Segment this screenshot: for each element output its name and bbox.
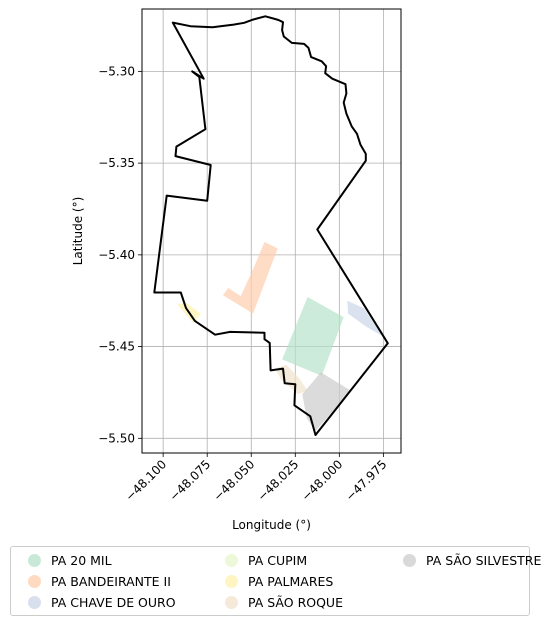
legend-swatch bbox=[225, 575, 238, 588]
area-pa-20-mil bbox=[282, 297, 344, 376]
axes-frame bbox=[141, 8, 402, 454]
area-pa-s-o-silvestre bbox=[302, 372, 351, 431]
x-tick-label: −47.975 bbox=[343, 457, 390, 504]
legend-label: PA SÃO ROQUE bbox=[248, 595, 343, 610]
legend-item: PA PALMARES bbox=[225, 574, 333, 589]
x-tick-label: −48.100 bbox=[123, 457, 170, 504]
area-pa-bandeirante-ii bbox=[223, 242, 278, 314]
x-axis-label: Longitude (°) bbox=[232, 518, 311, 532]
legend-item: PA SÃO ROQUE bbox=[225, 595, 343, 610]
tick-marks bbox=[138, 70, 384, 457]
legend-label: PA CHAVE DE OURO bbox=[51, 595, 176, 610]
legend-item: PA SÃO SILVESTRE bbox=[403, 553, 541, 568]
legend-swatch bbox=[28, 575, 41, 588]
legend-item: PA CUPIM bbox=[225, 553, 307, 568]
legend-swatch bbox=[225, 596, 238, 609]
x-tick-label: −48.050 bbox=[211, 457, 258, 504]
municipality-boundary bbox=[153, 15, 389, 436]
boundary-outline bbox=[153, 15, 389, 436]
x-tick-label: −48.075 bbox=[167, 457, 214, 504]
grid bbox=[142, 9, 401, 453]
area-pa-chave-de-ouro bbox=[347, 300, 382, 336]
legend-label: PA 20 MIL bbox=[51, 553, 112, 568]
map-chart: Longitude (°) Latitude (°) −48.100−48.07… bbox=[71, 8, 402, 532]
legend-item: PA 20 MIL bbox=[28, 553, 112, 568]
legend-swatch bbox=[225, 554, 238, 567]
legend: PA 20 MIL PA BANDEIRANTE II PA CHAVE DE OU… bbox=[10, 546, 541, 616]
y-tick-label: −5.45 bbox=[98, 340, 135, 354]
legend-label: PA SÃO SILVESTRE bbox=[426, 553, 541, 568]
legend-swatch bbox=[28, 554, 41, 567]
legend-label: PA CUPIM bbox=[248, 553, 308, 568]
settlement-areas bbox=[177, 242, 382, 431]
x-tick-label: −48.025 bbox=[255, 457, 302, 504]
legend-item: PA CHAVE DE OURO bbox=[28, 595, 176, 610]
y-tick-label: −5.50 bbox=[98, 431, 135, 445]
legend-swatch bbox=[403, 554, 416, 567]
y-axis-label: Latitude (°) bbox=[71, 197, 85, 266]
y-tick-label: −5.35 bbox=[98, 156, 135, 170]
x-tick-label: −48.000 bbox=[299, 457, 346, 504]
legend-label: PA PALMARES bbox=[248, 574, 334, 589]
legend-item: PA BANDEIRANTE II bbox=[28, 574, 171, 589]
legend-swatch bbox=[28, 596, 41, 609]
legend-label: PA BANDEIRANTE II bbox=[51, 574, 171, 589]
y-tick-label: −5.30 bbox=[98, 64, 135, 78]
y-tick-label: −5.40 bbox=[98, 248, 135, 262]
